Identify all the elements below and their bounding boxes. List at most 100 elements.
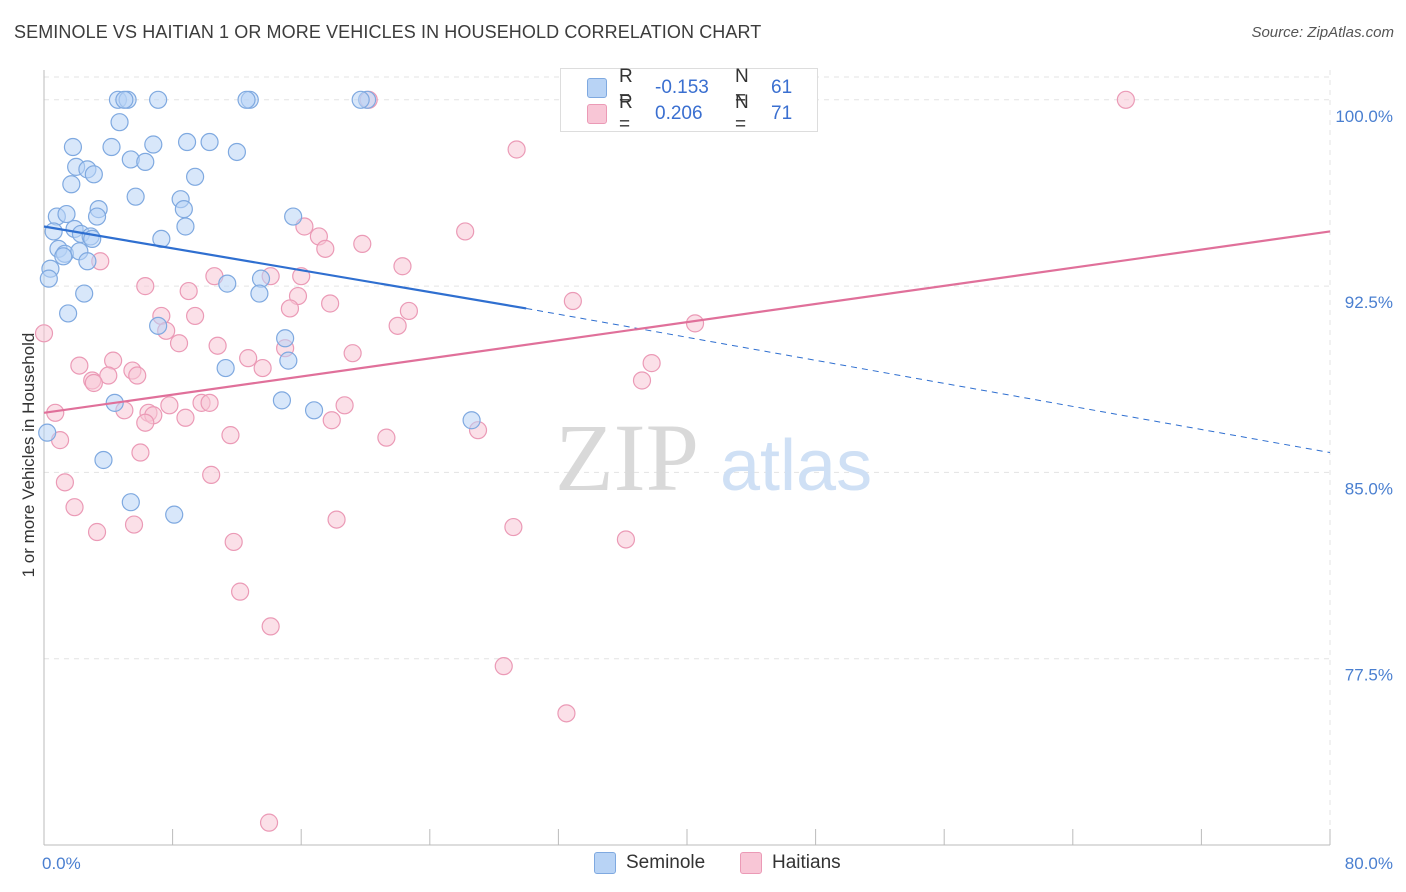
seminole-point-19 (62, 175, 81, 194)
haitians-legend-label: Haitians (772, 852, 841, 873)
haitians-point-19 (399, 301, 419, 321)
watermark-atlas: atlas (720, 426, 872, 506)
haitians-point-70 (259, 813, 279, 832)
seminole-point-41 (39, 269, 58, 288)
haitians-point-22 (388, 316, 407, 335)
haitians-point-6 (316, 239, 335, 258)
trend-lines (43, 225, 1331, 454)
haitians-point-57 (202, 465, 221, 484)
y-tick-labels: 77.5% 85.0% 92.5% 100.0% (1335, 107, 1393, 685)
y-tick-label-2: 92.5% (1345, 293, 1393, 312)
seminole-point-17 (84, 165, 103, 184)
haitians-point-29 (343, 344, 362, 363)
seminole-point-58 (165, 505, 184, 524)
haitians-point-53 (221, 426, 240, 445)
r-value: -0.153 (655, 77, 709, 98)
haitians-point-63 (87, 522, 107, 542)
haitians-point-49 (176, 408, 195, 427)
haitians-point-3 (456, 222, 475, 241)
haitians-point-1 (1116, 90, 1135, 109)
seminole-point-39 (78, 252, 97, 271)
seminole-point-7 (63, 137, 83, 157)
haitians-point-32 (642, 354, 661, 373)
seminole-point-53 (304, 401, 324, 420)
seminole-point-11 (200, 132, 219, 152)
chart-title: SEMINOLE VS HAITIAN 1 OR MORE VEHICLES I… (14, 22, 762, 42)
haitians-point-39 (84, 373, 103, 393)
seminole-point-20 (126, 187, 145, 206)
y-tick-label-3: 100.0% (1335, 107, 1393, 126)
n-value: 61 (771, 77, 793, 98)
haitians-point-56 (131, 443, 150, 462)
haitians-point-43 (160, 396, 179, 415)
haitians-point-68 (494, 657, 513, 676)
seminole-point-27 (284, 207, 303, 226)
seminole-point-38 (54, 247, 73, 266)
x-tick-labels: 0.0% 80.0% (42, 854, 1393, 873)
seminole-point-28 (176, 217, 195, 236)
haitians-point-26 (169, 334, 189, 353)
haitians-point-51 (136, 413, 155, 432)
x-tick-label-0: 0.0% (42, 854, 81, 873)
seminole-point-44 (250, 284, 269, 303)
haitians-point-61 (504, 517, 523, 537)
seminole-point-52 (272, 391, 292, 410)
haitians-point-17 (280, 299, 300, 318)
seminole-point-42 (218, 274, 237, 293)
haitians-point-42 (200, 393, 219, 412)
seminole-point-18 (186, 167, 205, 186)
seminole-point-57 (121, 493, 140, 512)
seminole-point-9 (144, 135, 163, 154)
n-label: N = (735, 92, 749, 135)
seminole-point-25 (57, 204, 76, 224)
haitians-point-37 (128, 366, 147, 385)
seminole-point-26 (87, 207, 107, 226)
seminole-point-3 (149, 90, 168, 109)
legend-item-seminole[interactable]: Seminole (594, 852, 705, 874)
seminole-swatch (587, 78, 607, 98)
seminole-trend-line (43, 225, 527, 310)
y-tick-label-1: 85.0% (1345, 479, 1393, 498)
seminole-point-29 (44, 222, 63, 241)
seminole-point-2 (115, 90, 134, 109)
haitians-point-50 (322, 411, 341, 430)
haitians-point-65 (224, 532, 243, 552)
seminole-legend-swatch (594, 852, 616, 874)
legend-item-haitians[interactable]: Haitians (740, 852, 841, 874)
seminole-point-48 (276, 329, 295, 348)
haitians-point-27 (208, 336, 227, 355)
haitians-point-2 (507, 140, 526, 159)
correlation-legend: R = -0.153 N = 61 R = 0.206 N = 71 (560, 66, 818, 135)
seminole-legend-label: Seminole (626, 852, 706, 873)
haitians-point-67 (261, 617, 280, 636)
haitians-trend-line (43, 230, 1331, 414)
seminole-point-47 (149, 316, 168, 335)
seminole-point-55 (38, 423, 57, 442)
r-value: 0.206 (655, 103, 703, 124)
y-axis-label: 1 or more Vehicles in Household (19, 333, 38, 578)
haitians-legend-swatch (740, 852, 762, 874)
seminole-point-14 (136, 152, 155, 172)
series-legend: Seminole Haitians (0, 852, 1406, 878)
haitians-point-58 (55, 473, 74, 492)
haitians-swatch (587, 104, 607, 124)
seminole-trend-extension (526, 307, 1331, 454)
seminole-point-46 (59, 304, 78, 323)
seminole-point-22 (174, 200, 193, 219)
haitians-point-40 (632, 371, 652, 390)
haitians-point-69 (557, 704, 576, 723)
seminole-point-12 (227, 142, 246, 162)
haitians-point-33 (239, 349, 258, 368)
seminole-point-56 (94, 450, 113, 470)
haitians-point-30 (70, 356, 89, 375)
seminole-point-6 (110, 113, 129, 132)
seminole-point-10 (177, 132, 197, 152)
y-tick-label-0: 77.5% (1345, 666, 1393, 685)
seminole-points (38, 90, 481, 524)
axes (43, 70, 1331, 846)
seminole-point-50 (216, 358, 235, 378)
source-label: Source: ZipAtlas.com (1251, 24, 1394, 41)
haitians-point-18 (563, 291, 582, 311)
seminole-point-54 (462, 411, 481, 430)
